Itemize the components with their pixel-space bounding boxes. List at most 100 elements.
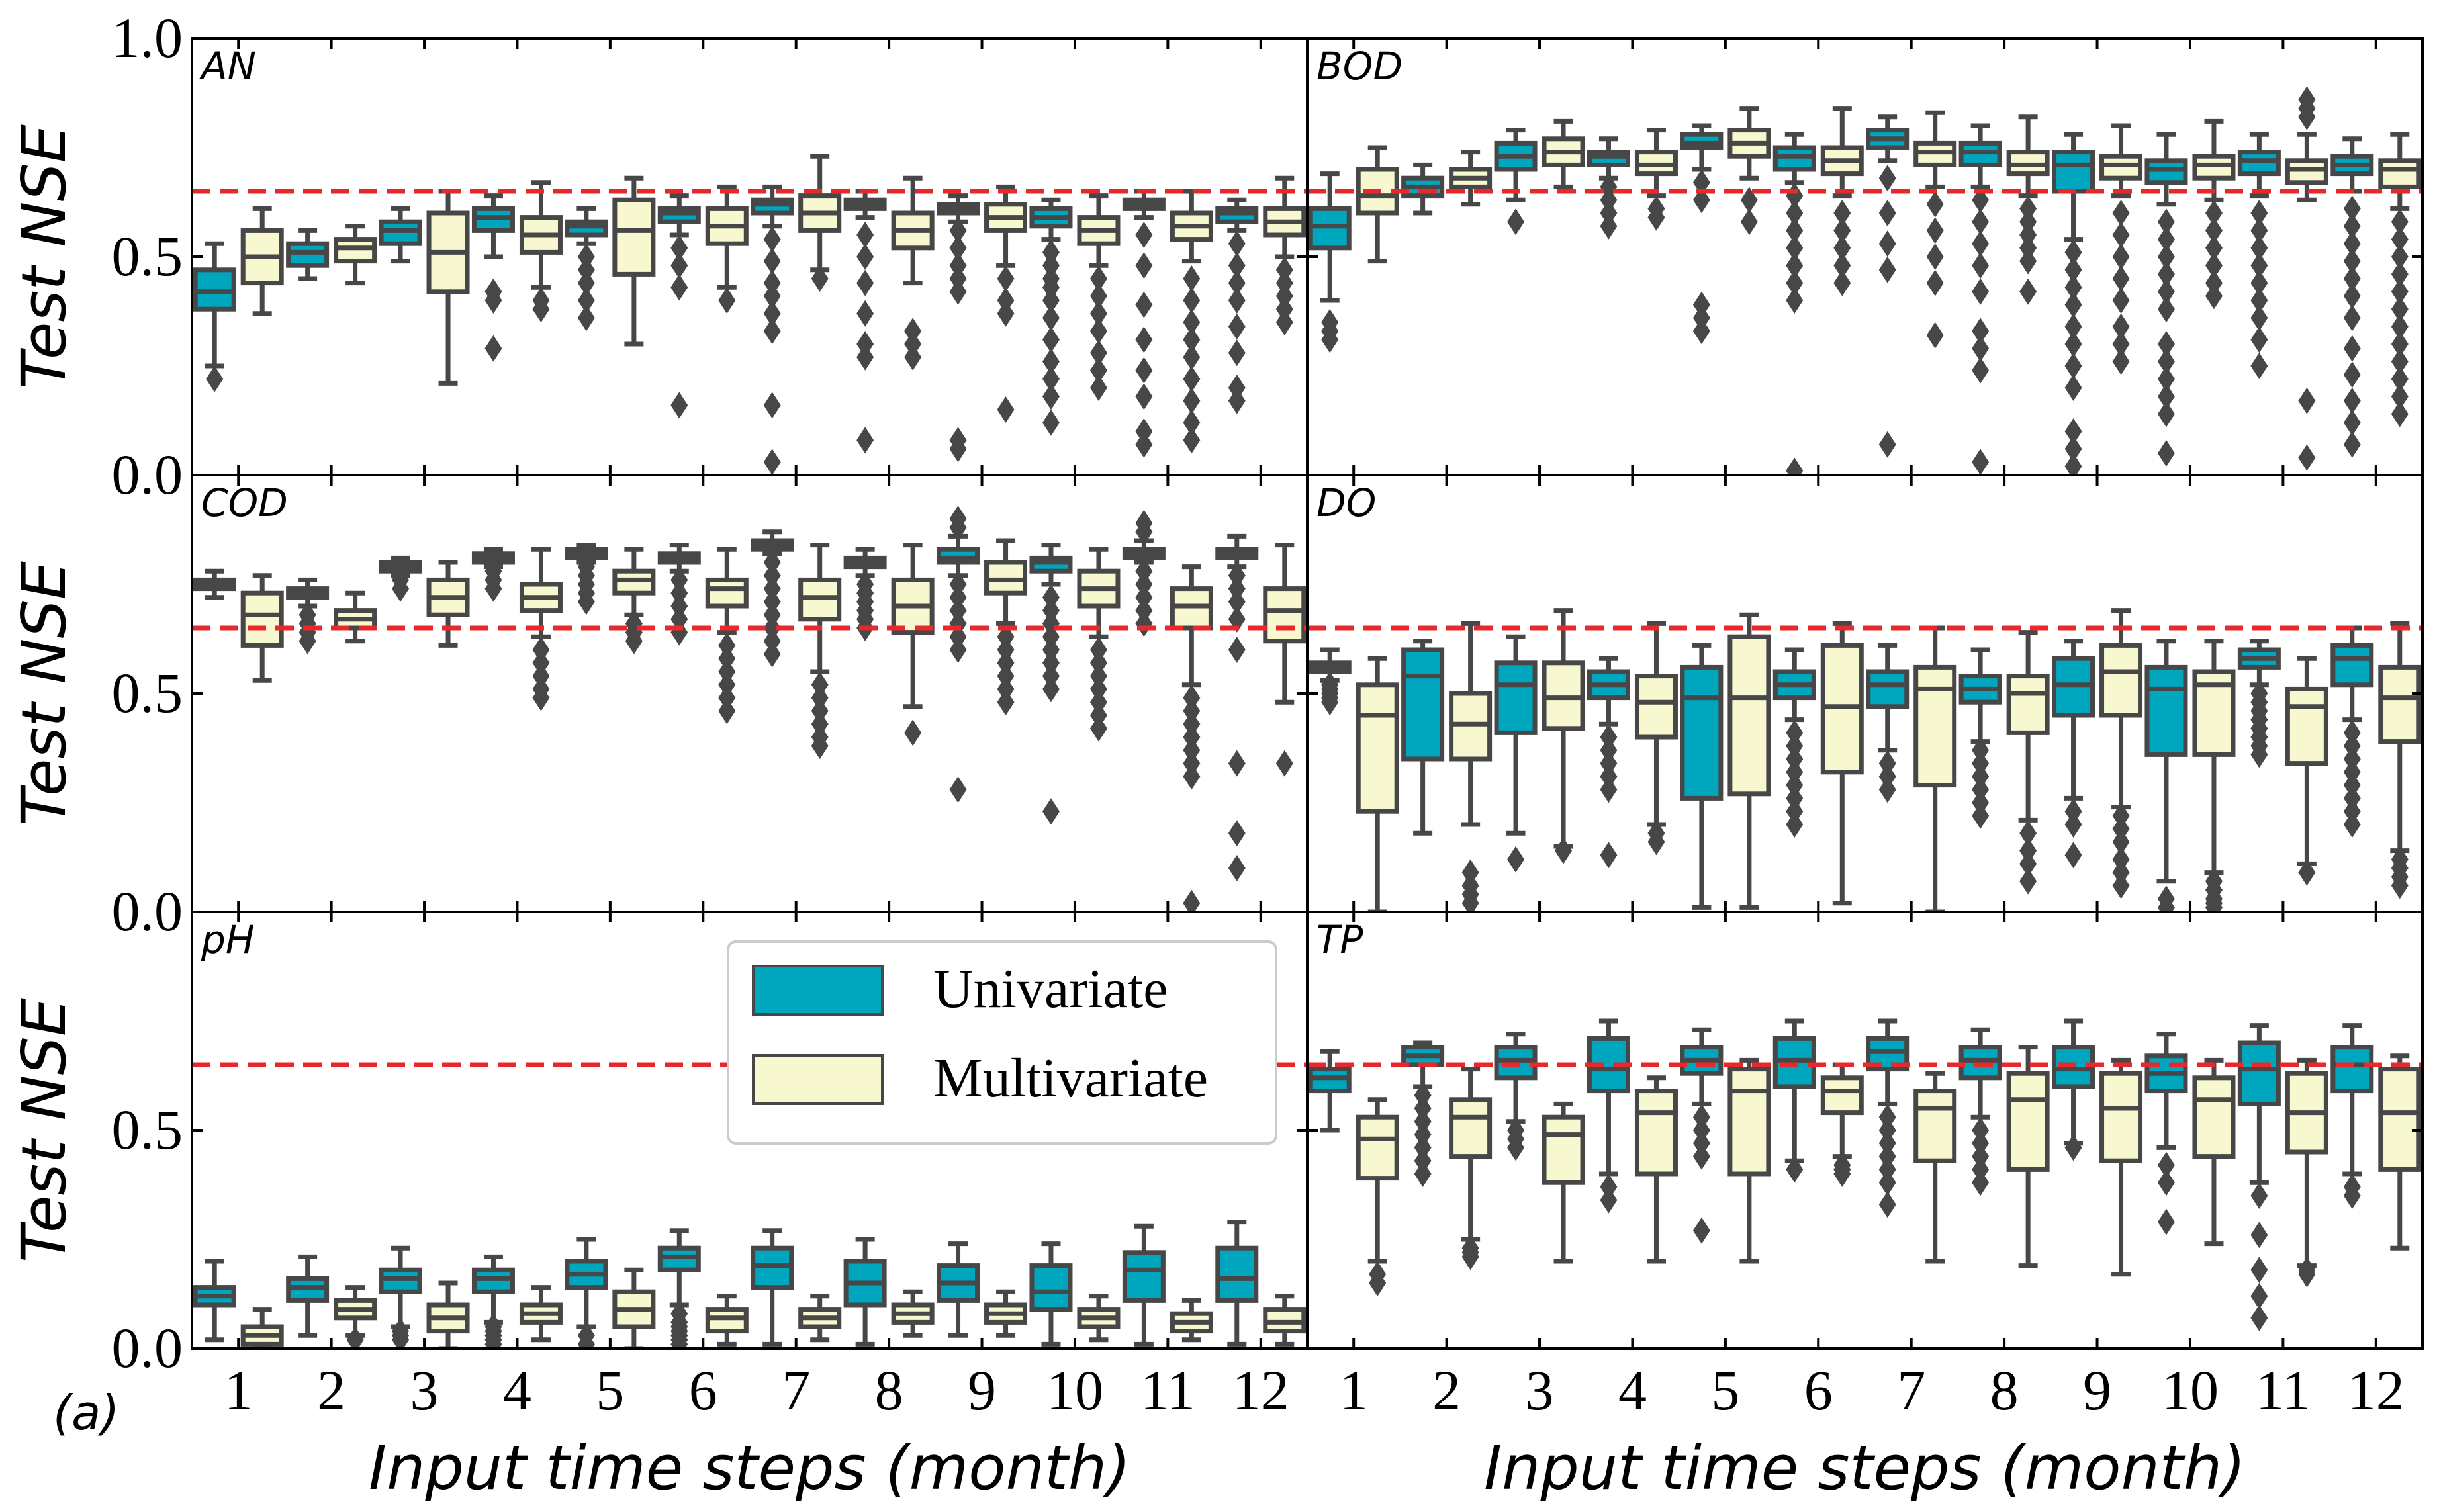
flier-point <box>2391 400 2409 427</box>
box-univariate-4 <box>471 1254 515 1349</box>
box-univariate-5 <box>565 206 608 332</box>
box-multivariate-10 <box>1077 1294 1121 1343</box>
flier-point <box>1507 846 1525 873</box>
flier-point <box>2157 365 2175 392</box>
box-iqr <box>1494 660 1538 735</box>
flier-point <box>2343 431 2361 458</box>
flier-point <box>1833 217 1851 244</box>
flier-point <box>1786 217 1804 244</box>
flier-point <box>856 300 874 327</box>
box-iqr <box>612 197 656 277</box>
flier-point <box>763 300 781 327</box>
flier-point <box>2391 365 2409 392</box>
y-axis-label: Test NSE <box>9 998 79 1263</box>
flier-point <box>2112 244 2130 270</box>
box-univariate-2 <box>286 1254 330 1338</box>
flier-point <box>532 684 550 711</box>
flier-point <box>577 1331 595 1349</box>
flier-point <box>949 217 967 244</box>
box-multivariate-1 <box>240 573 284 683</box>
flier-point <box>1926 244 1944 270</box>
flier-point <box>2391 872 2409 899</box>
box-multivariate-10 <box>2192 639 2236 912</box>
box-univariate-1 <box>193 1259 236 1343</box>
box-multivariate-5 <box>1727 612 1771 910</box>
flier-point <box>577 588 595 615</box>
box-multivariate-2 <box>334 590 377 644</box>
legend-swatch-univariate <box>752 965 884 1016</box>
flier-point <box>1228 637 1246 663</box>
flier-point <box>2343 387 2361 414</box>
box-univariate-5 <box>565 543 608 615</box>
flier-point <box>1786 234 1804 261</box>
box-univariate-7 <box>751 1228 794 1347</box>
box-iqr <box>1029 1263 1073 1312</box>
flier-point <box>2112 313 2130 340</box>
flier-point <box>1414 1161 1432 1187</box>
box-multivariate-9 <box>984 184 1028 423</box>
x-tick-label: 7 <box>1897 1358 1925 1422</box>
flier-point <box>1972 357 1990 384</box>
box-multivariate-11 <box>1170 189 1213 454</box>
x-tick-label: 8 <box>875 1358 903 1422</box>
x-tick-label: 1 <box>1340 1358 1368 1422</box>
box-univariate-10 <box>1029 1241 1073 1347</box>
flier-point <box>1228 313 1246 340</box>
flier-point <box>2250 741 2268 768</box>
flier-point <box>2250 1304 2268 1331</box>
box-multivariate-5 <box>1727 106 1771 236</box>
panel-label-tp: TP <box>1316 917 1363 962</box>
flier-point <box>1135 383 1153 410</box>
flier-point <box>1878 1169 1896 1196</box>
flier-point <box>2250 353 2268 379</box>
box-univariate-6 <box>657 193 701 419</box>
flier-point <box>1600 212 1618 240</box>
box-multivariate-6 <box>705 1294 749 1347</box>
flier-point <box>763 247 781 275</box>
flier-point <box>2157 440 2175 467</box>
x-tick-label: 10 <box>2162 1358 2219 1422</box>
flier-point <box>2250 269 2268 296</box>
flier-point <box>1369 1270 1387 1296</box>
y-tick-label: 0.5 <box>112 661 183 725</box>
box-iqr <box>1727 1067 1771 1177</box>
flier-point <box>1183 889 1201 912</box>
flier-point <box>1321 689 1339 716</box>
box-univariate-6 <box>1772 647 1816 838</box>
flier-point <box>2064 239 2082 266</box>
flier-point <box>2391 244 2409 270</box>
flier-point <box>1228 387 1246 414</box>
x-tick-label: 4 <box>503 1358 531 1422</box>
flier-point <box>2205 200 2223 226</box>
box-multivariate-12 <box>1263 543 1307 777</box>
flier-point <box>2064 842 2082 869</box>
flier-point <box>1228 855 1246 881</box>
flier-point <box>949 234 967 261</box>
box-multivariate-9 <box>2099 608 2143 899</box>
x-tick-label: 5 <box>1711 1358 1739 1422</box>
flier-point <box>2343 409 2361 436</box>
panel-cod: COD <box>191 474 1309 913</box>
flier-point <box>1972 278 1990 305</box>
flier-point <box>856 244 874 270</box>
flier-point <box>997 689 1015 716</box>
flier-point <box>670 274 688 301</box>
box-multivariate-3 <box>1542 1101 1585 1264</box>
box-multivariate-8 <box>2006 1045 2050 1268</box>
x-tick-label: 5 <box>596 1358 624 1422</box>
box-multivariate-6 <box>705 184 749 314</box>
flier-point <box>2157 348 2175 375</box>
figure-label: (a) <box>53 1385 119 1441</box>
flier-point <box>2112 222 2130 248</box>
panel-content <box>193 506 1307 912</box>
plot-layer: AN BOD COD DO pH TP <box>191 37 2424 1350</box>
box-iqr <box>1680 664 1724 801</box>
box-iqr <box>2006 1071 2050 1172</box>
flier-point <box>1786 200 1804 226</box>
flier-point <box>1089 339 1107 367</box>
legend-swatch-multivariate <box>752 1054 884 1105</box>
flier-point <box>2064 375 2082 401</box>
flier-point <box>577 269 595 296</box>
box-iqr <box>2192 1075 2236 1159</box>
flier-point <box>2064 418 2082 445</box>
